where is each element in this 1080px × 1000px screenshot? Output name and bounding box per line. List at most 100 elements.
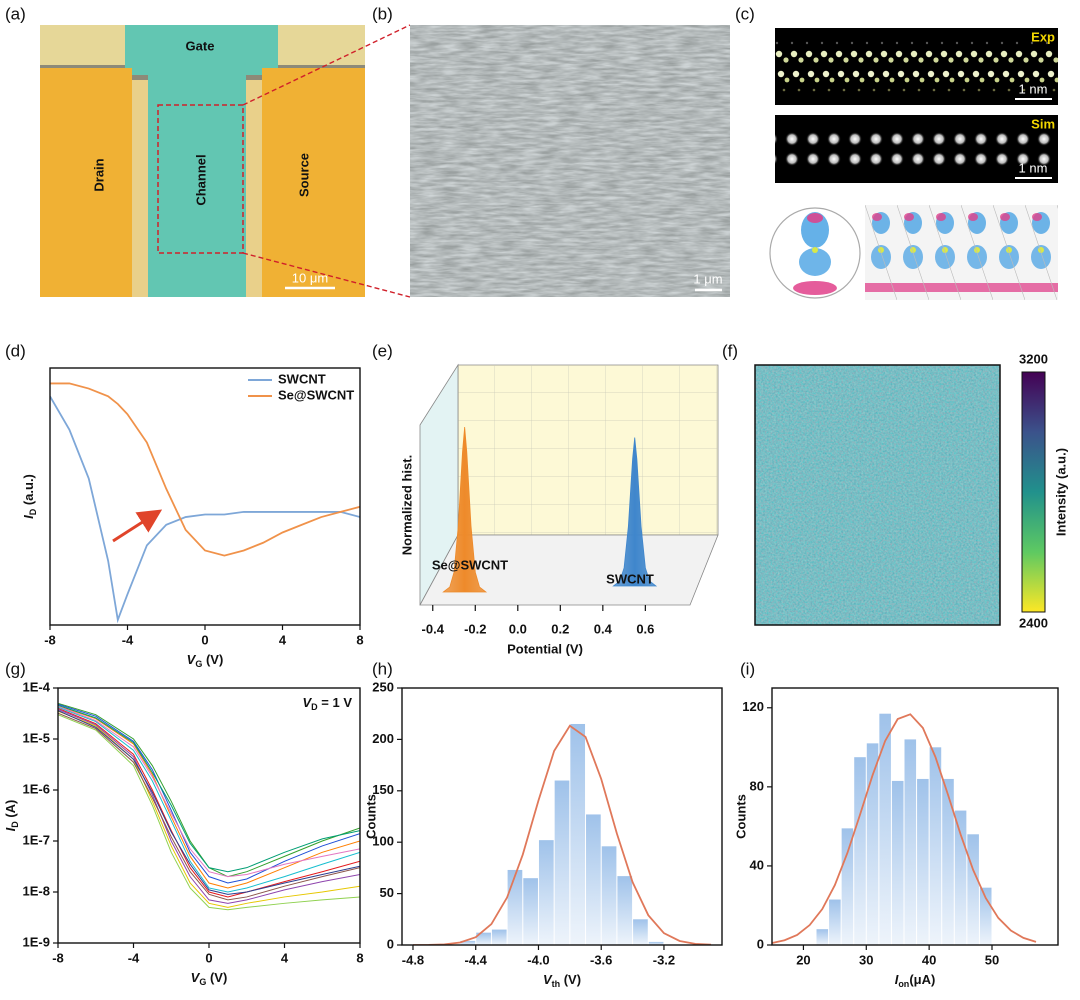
- series-line: [58, 702, 360, 878]
- y-axis-label-rest: (A): [3, 800, 18, 822]
- x-tick-label: 50: [985, 952, 999, 967]
- x-axis-label-main: V: [187, 652, 197, 667]
- y-tick-label: 40: [750, 857, 764, 872]
- drain-label: Drain: [91, 158, 106, 191]
- bar: [816, 929, 829, 945]
- peak-area: [612, 437, 658, 587]
- series-line: [58, 714, 360, 911]
- bar: [633, 919, 648, 945]
- x-axis-label: Ion(μA): [895, 972, 936, 989]
- bar: [648, 941, 664, 945]
- atom: [812, 247, 818, 253]
- x-axis-label-main: V: [191, 970, 201, 985]
- gate: [125, 25, 278, 75]
- y-axis-label-main: I: [3, 827, 18, 831]
- series-line: [58, 707, 360, 898]
- panel-label: (e): [372, 341, 393, 360]
- device-image: Gate Drain Channel Source 10 μm: [40, 25, 365, 297]
- x-axis-label: VG (V): [187, 652, 224, 669]
- bar: [979, 887, 992, 945]
- plot-frame: [771, 687, 1059, 946]
- x-tick-label: -8: [44, 632, 56, 647]
- x-axis-label-sub: G: [199, 977, 206, 987]
- x-axis-label-main: V: [543, 972, 553, 987]
- scale-label: 1 nm: [1019, 81, 1048, 96]
- y-tick-label: 0: [387, 936, 394, 951]
- x-tick-label: -4.8: [402, 952, 424, 967]
- back-grid: [458, 365, 718, 535]
- stem-images: Exp 1 nm Sim 1 nm: [769, 28, 1058, 300]
- series-label: Se@SWCNT: [432, 557, 508, 572]
- scale-label: 10 μm: [292, 270, 328, 285]
- image-texture: [410, 25, 730, 297]
- x-axis-label-rest: (V): [206, 970, 227, 985]
- x-axis-label-sub: on: [898, 979, 909, 989]
- bar: [507, 869, 523, 945]
- pad: [40, 25, 125, 65]
- series-line: [58, 704, 360, 873]
- map-image: [755, 365, 1000, 625]
- tube-density: [865, 205, 1058, 300]
- x-axis-label-rest: (V): [202, 652, 223, 667]
- sem-image: 1 μm: [410, 25, 730, 297]
- x-tick-label: -8: [52, 950, 64, 965]
- bar: [554, 780, 570, 945]
- bar: [601, 846, 617, 945]
- series-line: [50, 382, 360, 557]
- scale-label: 1 μm: [693, 271, 722, 286]
- panel-label: (d): [5, 341, 26, 360]
- y-tick-label: 50: [380, 885, 394, 900]
- y-axis-label: ID (a.u.): [21, 474, 38, 519]
- channel: [148, 70, 246, 297]
- annotation-sub: D: [311, 702, 318, 712]
- bar: [967, 834, 979, 945]
- drain: [40, 68, 132, 297]
- x-tick-label: -4.4: [465, 952, 488, 967]
- gate-label: Gate: [186, 38, 215, 53]
- bar: [954, 810, 967, 945]
- series-line: [58, 705, 360, 889]
- density-blob: [807, 213, 823, 223]
- edge: [132, 80, 148, 297]
- y-tick-label: 100: [372, 834, 394, 849]
- exp-label: Exp: [1031, 29, 1055, 44]
- x-tick-label: 0: [205, 950, 212, 965]
- x-axis-label: VG (V): [191, 970, 228, 987]
- sim-label: Sim: [1031, 116, 1055, 131]
- y-tick-label: 200: [372, 731, 394, 746]
- x-axis-label-sub: G: [195, 659, 202, 669]
- y-tick-label: 0: [757, 936, 764, 951]
- scale-label: 1 nm: [1019, 160, 1048, 175]
- x-tick-label: 40: [922, 952, 936, 967]
- series-line: [50, 395, 360, 624]
- series-line: [58, 706, 360, 893]
- annotation-main: V: [303, 695, 313, 710]
- panel-label: (a): [5, 4, 26, 23]
- x-tick-label: 20: [796, 952, 810, 967]
- series-line: [58, 712, 360, 901]
- series-line: [58, 708, 360, 904]
- y-axis-label: Counts: [363, 794, 378, 839]
- plot-frame: [57, 687, 361, 944]
- x-axis-label-rest: (μA): [909, 972, 935, 987]
- fit-curve: [412, 724, 712, 945]
- panel-label: (g): [5, 659, 26, 678]
- panel-label: (c): [735, 4, 755, 23]
- panel-label: (i): [740, 659, 755, 678]
- density-blob: [799, 248, 831, 276]
- y-tick-label: 1E-6: [23, 781, 50, 796]
- series-line: [58, 703, 360, 884]
- legend-label: Se@SWCNT: [278, 387, 354, 402]
- x-tick-label: 4: [279, 632, 287, 647]
- x-tick-label: -4: [122, 632, 134, 647]
- density-blob: [801, 212, 829, 248]
- colorbar-label: Intensity (a.u.): [1053, 448, 1068, 536]
- x-axis-label: Potential (V): [507, 641, 583, 656]
- y-axis-label: Counts: [733, 794, 748, 839]
- y-tick-label: 1E-9: [23, 934, 50, 949]
- y-axis-label-sub: D: [28, 508, 38, 515]
- channel-label: Channel: [193, 154, 208, 205]
- x-tick-label: 0.6: [636, 621, 654, 636]
- x-axis-label-sub: th: [552, 979, 561, 989]
